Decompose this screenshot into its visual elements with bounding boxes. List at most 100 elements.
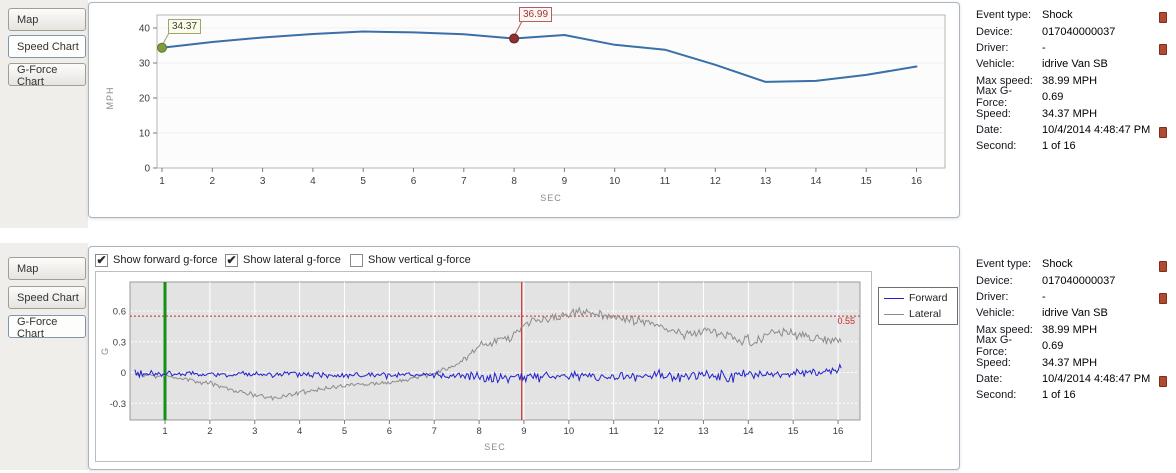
x-tick-label: 16 (911, 176, 923, 187)
speed-plot-area[interactable] (156, 14, 946, 169)
gforce-plot-area[interactable] (129, 281, 861, 421)
y-tick-label: 0 (144, 164, 150, 175)
info-value: 1 of 16 (1042, 389, 1076, 402)
y-tick-label: 40 (139, 24, 151, 35)
x-tick-label: 16 (833, 426, 844, 437)
x-tick-label: 10 (609, 176, 621, 187)
x-tick-label: 14 (810, 176, 822, 187)
y-tick-label: 20 (139, 94, 151, 105)
start-marker-dot[interactable] (157, 42, 167, 53)
event-speed-label: 36.99 (519, 7, 553, 22)
x-tick-label: 11 (609, 426, 619, 437)
info-row-speed: Speed: 34.37 MPH (976, 354, 1174, 370)
legend: Forward Lateral (878, 287, 958, 325)
x-tick-label: 10 (564, 426, 575, 437)
info-value: - (1042, 290, 1046, 303)
checkbox-vertical-icon[interactable] (350, 253, 363, 267)
info-row-max-gforce: Max G-Force: 0.69 (976, 334, 1174, 358)
info-label: Driver: (976, 290, 1009, 303)
x-tick-label: 4 (297, 426, 302, 437)
start-speed-label: 34.37 (168, 19, 202, 34)
info-value: 0.69 (1042, 340, 1064, 353)
tab-map-top[interactable]: Map (8, 8, 86, 31)
info-label: Second: (976, 389, 1017, 402)
legend-item-lateral: Lateral (884, 308, 952, 320)
x-tick-label: 14 (743, 426, 754, 437)
info-row-max-gforce: Max G-Force: 0.69 (976, 85, 1174, 109)
checkbox-lateral-icon[interactable]: ✔ (225, 252, 238, 267)
checkbox-forward-icon[interactable]: ✔ (95, 252, 108, 267)
red-marker-icon (1159, 127, 1167, 138)
info-row-speed: Speed: 34.37 MPH (976, 105, 1174, 121)
y-tick-label: 10 (139, 129, 151, 140)
info-value: idrive Van SB (1042, 307, 1108, 320)
info-value: 34.37 MPH (1042, 107, 1098, 120)
checkbox-show-vertical-gforce[interactable]: Show vertical g-force (350, 252, 471, 268)
tab-speed-chart-bottom[interactable]: Speed Chart (8, 286, 86, 309)
info-row-vehicle: Vehicle: idrive Van SB (976, 305, 1174, 321)
info-label: Event type: (976, 9, 1032, 22)
info-label: Max speed: (976, 323, 1033, 336)
tab-speed-chart-top[interactable]: Speed Chart (8, 35, 86, 58)
event-info-panel-bottom: Event type: Shock Device: 017040000037 Dri… (976, 256, 1174, 404)
info-value: 38.99 MPH (1042, 74, 1098, 87)
gforce-inner-chart: 1 2 3 4 5 6 7 8 9 10 11 12 13 14 15 16 -0.3 0 0.3 0.6 G SEC 0… (95, 271, 872, 462)
info-label: Date: (976, 123, 1003, 136)
event-marker-dot[interactable] (509, 33, 520, 44)
red-marker-icon (1159, 12, 1167, 23)
info-label: Vehicle: (976, 307, 1015, 320)
y-axis-title: MPH (105, 87, 115, 110)
info-label: Max G-Force: (976, 85, 1013, 110)
checkbox-show-forward-gforce[interactable]: ✔ Show forward g-force (95, 252, 218, 268)
info-value: 017040000037 (1042, 274, 1116, 287)
info-row-driver: Driver: - (976, 40, 1174, 56)
y-tick-label: 0.3 (113, 337, 126, 348)
speed-chart-box: 0 10 20 30 40 1 2 3 4 5 6 7 8 9 10 11 12 13 14 15 16 MPH SEC 3… (88, 2, 960, 218)
info-value: - (1042, 41, 1046, 54)
info-value: Shock (1042, 9, 1073, 22)
x-tick-label: 12 (653, 426, 664, 437)
info-label: Speed: (976, 107, 1011, 120)
sidebar-background-bottom (0, 243, 88, 470)
x-tick-label: 2 (210, 176, 216, 187)
info-row-max-speed: Max speed: 38.99 MPH (976, 73, 1174, 89)
x-tick-label: 15 (861, 176, 873, 187)
speed-line (161, 30, 918, 83)
lateral-line-sample-icon (884, 313, 904, 315)
x-tick-label: 1 (159, 176, 165, 187)
info-label: Event type: (976, 258, 1032, 271)
info-label: Date: (976, 372, 1003, 385)
info-row-second: Second: 1 of 16 (976, 138, 1174, 154)
red-marker-icon (1159, 293, 1167, 304)
start-label-connector (162, 32, 170, 44)
y-tick-label: 0 (121, 368, 126, 379)
tab-gforce-chart-bottom[interactable]: G-Force Chart (8, 315, 86, 340)
tab-gforce-chart-top[interactable]: G-Force Chart (8, 63, 86, 88)
checkbox-show-lateral-gforce[interactable]: ✔ Show lateral g-force (225, 252, 341, 268)
y-tick-label: -0.3 (110, 399, 126, 410)
info-value: 10/4/2014 4:48:47 PM (1042, 123, 1151, 136)
info-row-max-speed: Max speed: 38.99 MPH (976, 322, 1174, 338)
info-row-device: Device: 017040000037 (976, 23, 1174, 39)
info-label: Speed: (976, 356, 1011, 369)
info-label: Second: (976, 140, 1017, 153)
info-row-driver: Driver: - (976, 289, 1174, 305)
info-label: Max G-Force: (976, 334, 1013, 359)
y-axis-title: G (100, 347, 110, 355)
info-label: Vehicle: (976, 58, 1015, 71)
y-tick-label: 0.6 (113, 307, 126, 318)
info-row-second: Second: 1 of 16 (976, 387, 1174, 403)
info-value: 1 of 16 (1042, 140, 1076, 153)
x-axis-title: SEC (540, 193, 562, 203)
x-tick-label: 8 (476, 426, 481, 437)
legend-item-forward: Forward (884, 292, 952, 304)
red-marker-icon (1159, 44, 1167, 55)
info-row-date: Date: 10/4/2014 4:48:47 PM (976, 122, 1174, 138)
info-row-event-type: Event type: Shock (976, 256, 1174, 272)
tab-map-bottom[interactable]: Map (8, 257, 86, 280)
info-row-event-type: Event type: Shock (976, 7, 1174, 23)
info-label: Device: (976, 25, 1013, 38)
